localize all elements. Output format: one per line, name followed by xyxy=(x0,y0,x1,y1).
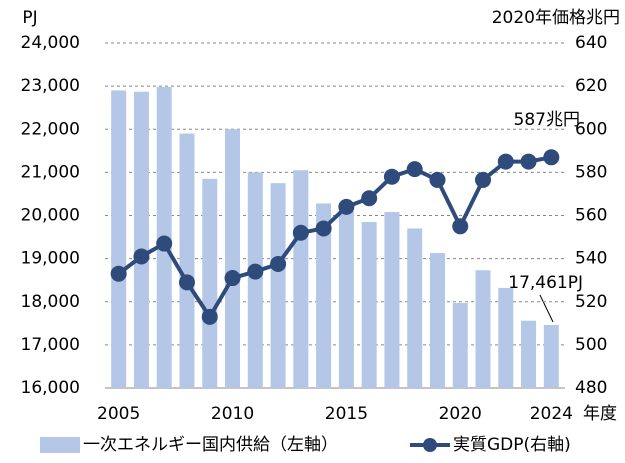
y-tick-label: 19,000 xyxy=(21,249,80,269)
y-tick-label: 16,000 xyxy=(21,378,80,398)
y-tick-label: 21,000 xyxy=(21,162,80,182)
bar xyxy=(111,90,127,388)
line-point xyxy=(133,248,150,265)
bar xyxy=(521,320,537,388)
line-point xyxy=(520,153,537,170)
y2-tick-label: 520 xyxy=(575,292,607,312)
y2-tick-label: 620 xyxy=(575,76,607,96)
bar xyxy=(202,178,218,388)
line-point xyxy=(270,256,287,273)
y2-tick-label: 480 xyxy=(575,378,607,398)
y-tick-label: 24,000 xyxy=(21,33,80,53)
bar xyxy=(179,133,195,388)
y-tick-label: 18,000 xyxy=(21,292,80,312)
line-point xyxy=(497,153,514,170)
y2-tick-label: 600 xyxy=(575,119,607,139)
bar xyxy=(475,270,491,388)
bar xyxy=(225,129,241,388)
line-point xyxy=(543,149,560,166)
line-point xyxy=(338,198,355,215)
legend-swatch xyxy=(423,438,437,452)
bar xyxy=(498,287,514,388)
y-tick-label: 20,000 xyxy=(21,206,80,226)
legend-swatch xyxy=(40,437,80,453)
annotation: 587兆円 xyxy=(514,110,580,130)
line-point xyxy=(224,270,241,287)
line-point xyxy=(110,265,127,282)
line-point xyxy=(406,161,423,178)
y2-tick-label: 580 xyxy=(575,162,607,182)
annotation-leader xyxy=(539,294,554,323)
line-point xyxy=(361,190,378,207)
y-tick-label: 17,000 xyxy=(21,335,80,355)
bar xyxy=(316,203,332,388)
line-point xyxy=(178,274,195,291)
y2-tick-label: 560 xyxy=(575,206,607,226)
x-tick-label: 2020 xyxy=(439,404,482,424)
x-tick-label: 2010 xyxy=(211,404,254,424)
bar xyxy=(384,212,400,388)
bar xyxy=(361,221,377,388)
line-point xyxy=(452,218,469,235)
bar xyxy=(543,324,559,388)
bar xyxy=(133,91,149,388)
annotation: 17,461PJ xyxy=(508,273,583,293)
bar xyxy=(407,228,423,388)
line-point xyxy=(475,171,492,188)
line-point xyxy=(156,235,173,252)
bar xyxy=(270,183,286,388)
line-point xyxy=(383,168,400,185)
bar xyxy=(293,170,309,388)
y2-tick-label: 500 xyxy=(575,335,607,355)
line-point xyxy=(201,308,218,325)
y-tick-label: 22,000 xyxy=(21,119,80,139)
x-tick-label: 2015 xyxy=(325,404,368,424)
bar xyxy=(247,172,263,388)
y-tick-label: 23,000 xyxy=(21,76,80,96)
line-point xyxy=(429,171,446,188)
legend-label: 一次エネルギー国内供給（左軸） xyxy=(83,435,338,455)
x-tick-label: 2005 xyxy=(97,404,140,424)
x-tick-label: 2024 xyxy=(530,404,573,424)
bar xyxy=(452,303,468,388)
line-point xyxy=(292,224,309,241)
line-point xyxy=(315,220,332,237)
x-unit: 年度 xyxy=(583,404,617,424)
bar xyxy=(338,211,354,388)
bar xyxy=(429,253,445,388)
y2-tick-label: 540 xyxy=(575,249,607,269)
legend-label: 実質GDP(右軸) xyxy=(453,435,571,455)
y-unit: PJ xyxy=(22,8,37,28)
line-point xyxy=(247,263,264,280)
y2-unit: 2020年価格兆円 xyxy=(492,8,620,28)
y2-tick-label: 640 xyxy=(575,33,607,53)
